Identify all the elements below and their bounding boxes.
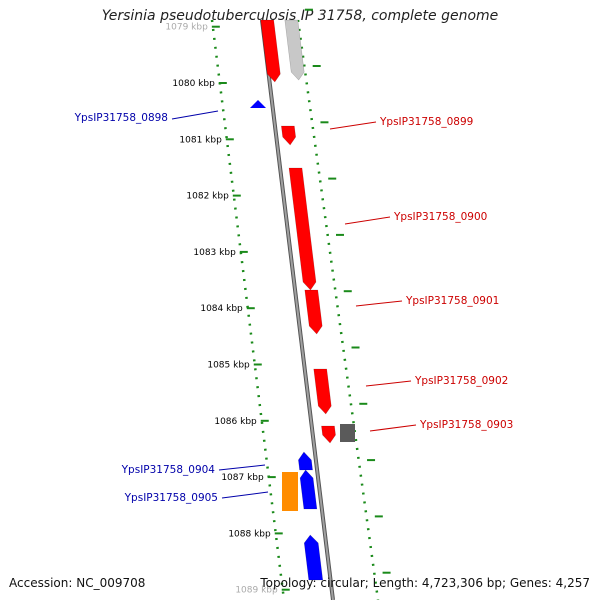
gene-box-YpsIP31758_0905 <box>282 472 298 511</box>
gene-arrow-YpsIP31758_0901 <box>304 289 323 335</box>
gene-label-YpsIP31758_0900: YpsIP31758_0900 <box>393 211 487 223</box>
gene-arrow-forward-top <box>260 19 281 83</box>
ruler-tick-label: 1088 kbp <box>228 529 271 539</box>
gene-label-YpsIP31758_0898: YpsIP31758_0898 <box>74 112 168 124</box>
ruler-tick-label: 1081 kbp <box>179 135 222 145</box>
gene-label-leader <box>365 380 412 387</box>
gene-arrow-YpsIP31758_0902 <box>313 368 332 415</box>
gene-arrow-reverse-0905b <box>299 469 318 510</box>
gene-box-YpsIP31758_0903 <box>340 424 355 442</box>
gene-label-leader <box>171 110 219 120</box>
gene-label-YpsIP31758_0899: YpsIP31758_0899 <box>379 116 473 128</box>
gene-label-YpsIP31758_0905: YpsIP31758_0905 <box>124 492 218 504</box>
ruler-tick-label: 1086 kbp <box>214 417 257 427</box>
ruler-tick-label: 1089 kbp <box>235 586 278 596</box>
gene-label-leader <box>329 121 377 130</box>
gene-label-leader <box>344 216 391 225</box>
genome-summary-text: Topology: circular; Length: 4,723,306 bp… <box>260 576 590 590</box>
ruler-right-dots <box>296 19 380 600</box>
gene-arrow-YpsIP31758_0899 <box>281 125 296 146</box>
gene-label-leader <box>221 491 269 499</box>
gene-label-YpsIP31758_0902: YpsIP31758_0902 <box>414 375 508 387</box>
ruler-tick-label: 1082 kbp <box>186 192 229 202</box>
ruler-tick-label: 1079 kbp <box>165 23 208 33</box>
ruler-tick-label: 1083 kbp <box>193 248 236 258</box>
gene-label-YpsIP31758_0904: YpsIP31758_0904 <box>121 464 216 476</box>
genome-backbone <box>261 19 334 600</box>
ruler-tick-label: 1084 kbp <box>200 304 243 314</box>
ruler-left-dots <box>210 19 286 600</box>
gene-label-YpsIP31758_0901: YpsIP31758_0901 <box>405 295 499 307</box>
gene-arrow-reverse-bottom <box>303 534 324 581</box>
ruler-tick-label: 1085 kbp <box>207 361 250 371</box>
gene-arrow-YpsIP31758_0904 <box>298 451 313 471</box>
gene-label-leader <box>218 464 266 471</box>
gene-arrow-grey-top <box>284 19 305 81</box>
gene-label-leader <box>355 300 403 307</box>
gene-arrow-forward-0903a <box>321 425 336 444</box>
ruler-tick-label: 1080 kbp <box>172 79 215 89</box>
gene-label-leader <box>369 424 417 432</box>
accession-text: Accession: NC_009708 <box>9 576 146 590</box>
gene-arrow-YpsIP31758_0900 <box>288 167 317 291</box>
genome-title: Yersinia pseudotuberculosis IP 31758, co… <box>101 8 499 24</box>
gene-label-YpsIP31758_0903: YpsIP31758_0903 <box>419 419 513 431</box>
gene-arrow-YpsIP31758_0898 <box>250 100 266 108</box>
ruler-tick-label: 1087 kbp <box>221 473 264 483</box>
